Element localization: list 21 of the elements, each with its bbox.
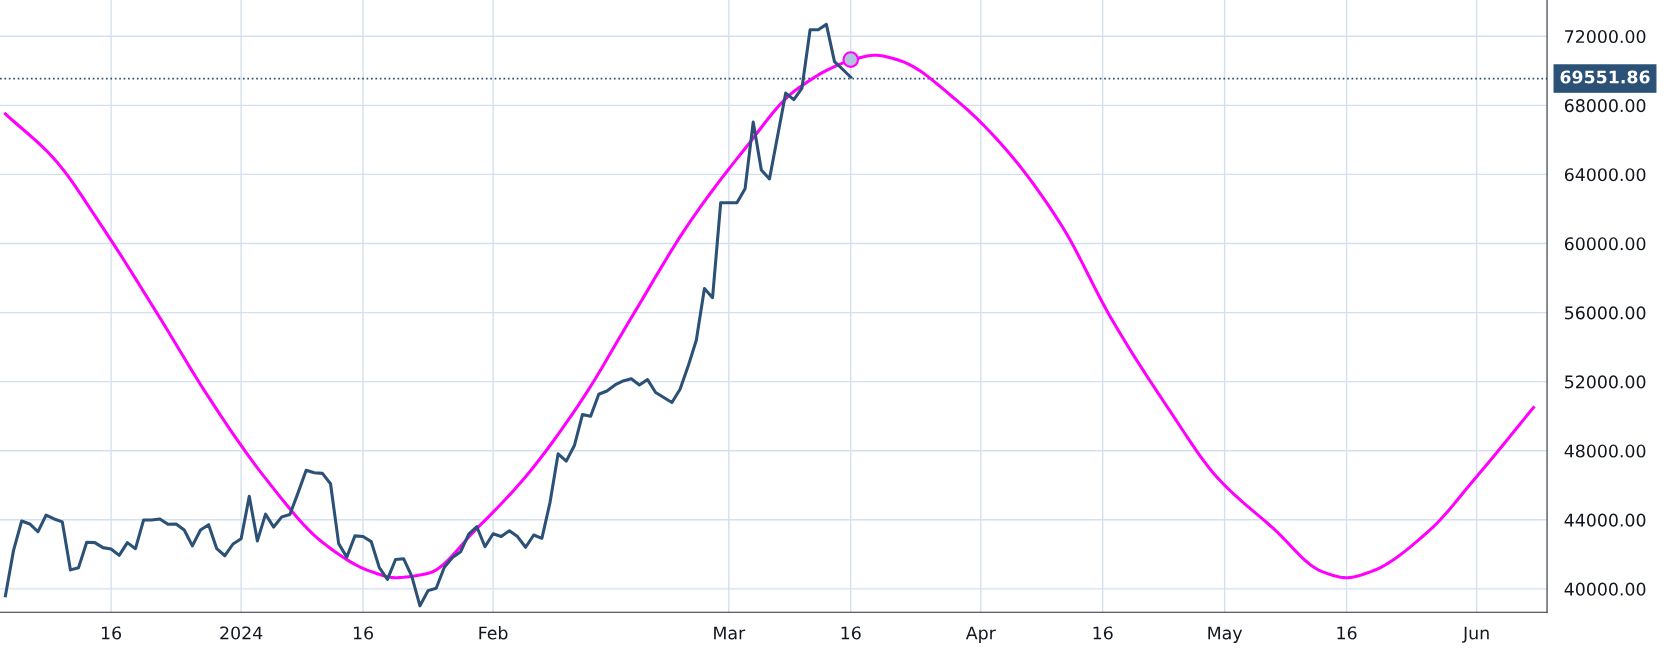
x-tick-label: Feb [479, 626, 508, 640]
y-tick-label: 72000.00 [1565, 29, 1646, 44]
x-tick-label: 16 [841, 626, 861, 640]
y-tick-label: 48000.00 [1564, 444, 1646, 458]
x-tick-label: 16 [353, 626, 374, 640]
y-tick-label: 44000.00 [1564, 513, 1646, 527]
x-tick-label: 2024 [220, 626, 263, 640]
y-tick-label: 64000.00 [1564, 168, 1646, 182]
x-tick-label: 16 [1093, 626, 1113, 640]
ref-line-label: 69551.86 [1560, 70, 1650, 84]
y-tick-label: 68000.00 [1564, 99, 1646, 113]
x-tick-label: May [1208, 626, 1243, 643]
y-tick-label: 40000.00 [1564, 582, 1646, 596]
x-tick-label: 16 [101, 626, 122, 640]
y-tick-label: 60000.00 [1564, 237, 1646, 251]
x-tick-label: Apr [965, 626, 996, 643]
y-tick-label: 52000.00 [1565, 375, 1646, 389]
x-tick-label: 16 [1337, 626, 1357, 640]
x-tick-label: Jun [1462, 626, 1489, 643]
x-tick-label: Mar [714, 626, 746, 640]
y-tick-label: 56000.00 [1565, 306, 1646, 320]
